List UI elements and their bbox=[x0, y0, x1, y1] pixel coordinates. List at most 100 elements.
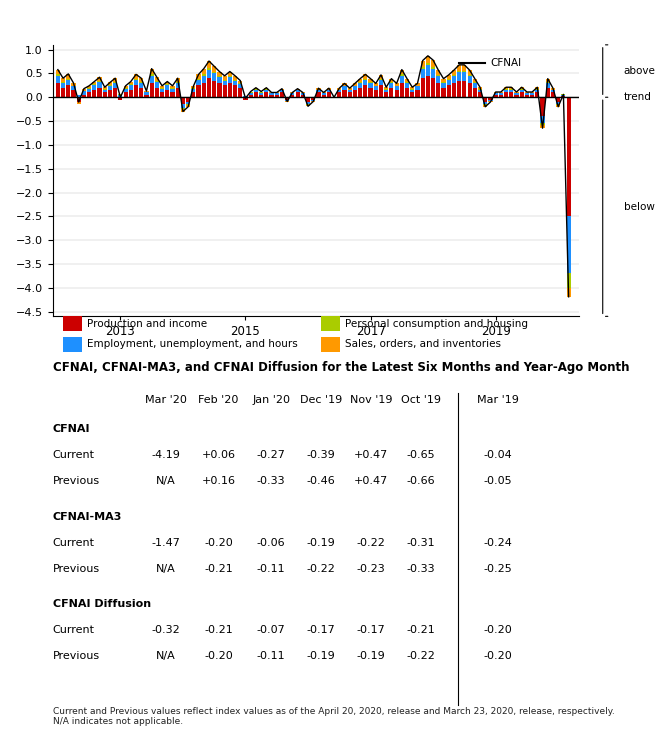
Bar bbox=[139, 83, 143, 88]
Bar bbox=[472, 83, 477, 88]
Bar bbox=[395, 86, 399, 90]
Text: -0.21: -0.21 bbox=[407, 625, 436, 635]
Text: trend: trend bbox=[624, 92, 651, 102]
Bar bbox=[442, 79, 445, 82]
Bar bbox=[181, 109, 185, 111]
Text: above: above bbox=[624, 66, 655, 76]
Bar bbox=[400, 83, 404, 97]
Bar bbox=[238, 81, 242, 83]
Bar bbox=[170, 93, 174, 97]
Bar bbox=[499, 92, 503, 93]
Bar bbox=[61, 78, 65, 82]
Bar bbox=[431, 68, 435, 69]
Bar bbox=[134, 74, 138, 79]
Text: CFNAI: CFNAI bbox=[490, 58, 522, 68]
Bar bbox=[191, 88, 195, 93]
Bar bbox=[113, 82, 117, 83]
Bar bbox=[436, 76, 440, 83]
Text: Previous: Previous bbox=[53, 564, 100, 574]
Bar bbox=[447, 79, 451, 85]
Bar bbox=[155, 82, 159, 88]
Bar bbox=[306, 105, 310, 106]
Bar bbox=[92, 90, 97, 97]
Bar bbox=[463, 81, 467, 97]
Bar bbox=[186, 97, 190, 102]
Bar bbox=[358, 83, 362, 88]
Bar bbox=[202, 83, 206, 97]
Bar bbox=[567, 217, 570, 274]
Bar bbox=[160, 88, 164, 93]
Bar bbox=[113, 83, 117, 88]
Text: -0.20: -0.20 bbox=[204, 538, 233, 548]
Bar bbox=[467, 76, 472, 83]
Bar bbox=[134, 85, 138, 97]
Bar bbox=[265, 88, 268, 89]
Bar bbox=[436, 83, 440, 97]
Text: -0.22: -0.22 bbox=[407, 651, 436, 661]
Bar bbox=[483, 105, 488, 107]
Bar bbox=[212, 73, 216, 81]
Bar bbox=[217, 76, 222, 77]
Text: N/A: N/A bbox=[156, 564, 176, 574]
Text: -0.22: -0.22 bbox=[307, 564, 336, 574]
Bar bbox=[551, 88, 555, 90]
Bar bbox=[311, 99, 315, 101]
Bar bbox=[540, 125, 545, 128]
Bar bbox=[108, 85, 112, 86]
Bar bbox=[374, 90, 378, 97]
Bar bbox=[108, 86, 112, 90]
Bar bbox=[337, 90, 342, 93]
Bar bbox=[525, 93, 529, 95]
Bar bbox=[155, 88, 159, 97]
Bar bbox=[186, 105, 190, 107]
Bar bbox=[337, 88, 342, 90]
Bar bbox=[499, 95, 503, 97]
Bar bbox=[155, 81, 159, 82]
Bar bbox=[311, 97, 315, 99]
Bar bbox=[452, 76, 456, 83]
Bar bbox=[316, 88, 320, 90]
Bar bbox=[113, 78, 117, 82]
Text: -0.22: -0.22 bbox=[357, 538, 386, 548]
Text: -0.21: -0.21 bbox=[204, 625, 233, 635]
Bar bbox=[327, 90, 331, 93]
Bar bbox=[478, 90, 482, 93]
Text: -0.24: -0.24 bbox=[483, 538, 512, 548]
Bar bbox=[233, 76, 237, 79]
Bar bbox=[108, 82, 112, 85]
Bar bbox=[295, 93, 299, 97]
Bar bbox=[290, 93, 295, 95]
Bar bbox=[66, 74, 70, 79]
Bar bbox=[561, 95, 565, 96]
Bar bbox=[155, 77, 159, 81]
Bar bbox=[212, 72, 216, 73]
Bar bbox=[400, 74, 404, 76]
Bar bbox=[280, 88, 284, 90]
Bar bbox=[368, 83, 372, 88]
Bar bbox=[124, 88, 128, 93]
Text: Current: Current bbox=[53, 450, 95, 460]
Bar bbox=[118, 95, 122, 97]
Bar bbox=[483, 102, 488, 105]
Bar bbox=[426, 63, 430, 65]
Bar bbox=[567, 288, 570, 297]
Bar bbox=[316, 90, 320, 93]
Bar bbox=[63, 337, 82, 352]
Bar bbox=[176, 88, 180, 97]
Text: -0.66: -0.66 bbox=[407, 476, 436, 487]
Text: below: below bbox=[624, 202, 655, 211]
Bar bbox=[405, 79, 409, 82]
Bar bbox=[108, 90, 112, 97]
Bar bbox=[384, 93, 388, 97]
Bar bbox=[233, 81, 237, 85]
Bar bbox=[420, 68, 425, 69]
Bar bbox=[483, 97, 488, 102]
Bar bbox=[202, 74, 206, 76]
Bar bbox=[520, 88, 524, 89]
Bar bbox=[540, 123, 545, 125]
Bar bbox=[347, 88, 352, 90]
Bar bbox=[265, 90, 268, 93]
Bar bbox=[124, 93, 128, 97]
Bar bbox=[520, 90, 524, 93]
Bar bbox=[144, 91, 149, 92]
